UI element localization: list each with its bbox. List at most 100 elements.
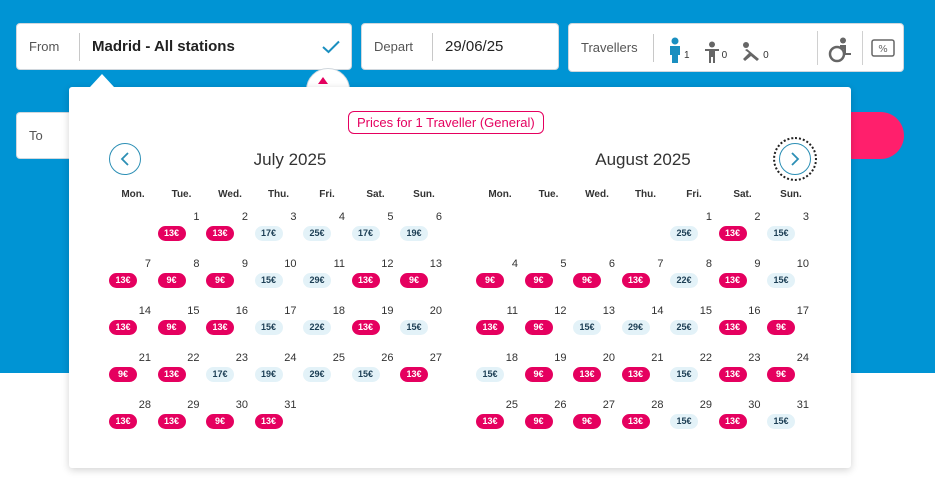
adult-count: 1 xyxy=(684,49,690,61)
calendar-day[interactable]: 7 13€ xyxy=(621,258,670,298)
child-count: 0 xyxy=(721,49,728,61)
previous-month-button[interactable] xyxy=(109,143,141,175)
calendar-day[interactable]: 21 13€ xyxy=(621,352,670,392)
calendar-day[interactable]: 5 17€ xyxy=(351,211,400,251)
calendar-day[interactable]: 16 13€ xyxy=(206,305,254,345)
calendar-day[interactable]: 9 9€ xyxy=(206,258,254,298)
calendar-day[interactable]: 24 19€ xyxy=(254,352,303,392)
calendar-day[interactable]: 20 13€ xyxy=(573,352,621,392)
from-label: From xyxy=(29,39,60,54)
day-number: 30 xyxy=(235,399,248,411)
calendar-day[interactable]: 2 13€ xyxy=(718,211,767,251)
calendar-day[interactable]: 30 9€ xyxy=(206,399,254,439)
calendar-day[interactable]: 25 29€ xyxy=(303,352,351,392)
calendar-day[interactable]: 6 19€ xyxy=(400,211,448,251)
calendar-day[interactable]: 15 9€ xyxy=(157,305,206,345)
day-number: 3 xyxy=(802,211,809,223)
discount-card-button[interactable]: % xyxy=(870,33,895,63)
travellers-field[interactable]: Travellers 1 0 0 % xyxy=(568,23,904,72)
calendar-day[interactable]: 26 9€ xyxy=(524,399,573,439)
day-number: 15 xyxy=(187,305,200,317)
calendar-day[interactable]: 27 9€ xyxy=(573,399,621,439)
calendar-day[interactable]: 3 15€ xyxy=(767,211,815,251)
calendar-day[interactable]: 1 25€ xyxy=(670,211,718,251)
calendar-day[interactable]: 30 13€ xyxy=(718,399,767,439)
calendar-day[interactable]: 18 15€ xyxy=(476,352,524,392)
calendar-day[interactable]: 25 13€ xyxy=(476,399,524,439)
day-number: 7 xyxy=(657,258,664,270)
day-price-badge: 9€ xyxy=(767,320,795,335)
weekday-header: Fri. xyxy=(686,189,702,200)
calendar-day[interactable]: 9 13€ xyxy=(718,258,767,298)
calendar-day[interactable]: 22 15€ xyxy=(670,352,718,392)
calendar-day[interactable]: 17 9€ xyxy=(767,305,815,345)
calendar-day[interactable]: 15 25€ xyxy=(670,305,718,345)
calendar-day[interactable]: 21 9€ xyxy=(109,352,157,392)
day-price-badge: 9€ xyxy=(400,273,428,288)
day-number: 16 xyxy=(235,305,248,317)
day-price-badge: 13€ xyxy=(476,414,504,429)
calendar-day[interactable]: 8 22€ xyxy=(670,258,718,298)
day-number: 10 xyxy=(796,258,809,270)
calendar-day[interactable]: 31 13€ xyxy=(254,399,303,439)
calendar-day[interactable]: 5 9€ xyxy=(524,258,573,298)
calendar-day[interactable]: 10 15€ xyxy=(767,258,815,298)
day-price-badge: 22€ xyxy=(303,320,331,335)
calendar-day[interactable]: 18 22€ xyxy=(303,305,351,345)
calendar-day[interactable]: 4 25€ xyxy=(303,211,351,251)
day-number: 20 xyxy=(429,305,442,317)
calendar-day[interactable]: 2 13€ xyxy=(206,211,254,251)
day-price-badge: 9€ xyxy=(476,273,504,288)
calendar-day[interactable]: 19 13€ xyxy=(351,305,400,345)
calendar-day[interactable]: 14 29€ xyxy=(621,305,670,345)
from-input[interactable]: Madrid - All stations xyxy=(92,38,235,55)
calendar-day[interactable]: 23 17€ xyxy=(206,352,254,392)
day-number: 24 xyxy=(284,352,297,364)
depart-field[interactable]: Depart 29/06/25 xyxy=(361,23,559,70)
child-traveller[interactable]: 0 xyxy=(704,33,728,63)
calendar-day[interactable]: 13 15€ xyxy=(573,305,621,345)
calendar-day[interactable]: 8 9€ xyxy=(157,258,206,298)
day-price-badge: 13€ xyxy=(718,226,747,241)
calendar-day[interactable]: 6 9€ xyxy=(573,258,621,298)
calendar-day[interactable]: 29 13€ xyxy=(157,399,206,439)
day-price-badge: 13€ xyxy=(476,320,504,335)
weekday-header: Fri. xyxy=(319,189,335,200)
calendar-day[interactable]: 19 9€ xyxy=(524,352,573,392)
day-price-badge: 19€ xyxy=(254,367,283,382)
depart-date-input[interactable]: 29/06/25 xyxy=(445,38,504,55)
calendar-day[interactable]: 24 9€ xyxy=(767,352,815,392)
calendar-day[interactable]: 28 13€ xyxy=(109,399,157,439)
calendar-day[interactable]: 23 13€ xyxy=(718,352,767,392)
reduced-mobility-button[interactable] xyxy=(828,33,854,63)
calendar-day[interactable]: 16 13€ xyxy=(718,305,767,345)
calendar-day[interactable]: 31 15€ xyxy=(767,399,815,439)
calendar-day[interactable]: 11 29€ xyxy=(303,258,351,298)
day-price-badge: 13€ xyxy=(109,320,137,335)
calendar-day[interactable]: 26 15€ xyxy=(351,352,400,392)
calendar-day[interactable]: 20 15€ xyxy=(400,305,448,345)
calendar-day[interactable]: 3 17€ xyxy=(254,211,303,251)
calendar-day[interactable]: 12 13€ xyxy=(351,258,400,298)
calendar-day[interactable]: 17 15€ xyxy=(254,305,303,345)
adult-traveller[interactable]: 1 xyxy=(668,33,690,63)
to-label: To xyxy=(29,128,43,143)
calendar-day[interactable]: 12 9€ xyxy=(524,305,573,345)
calendar-day[interactable]: 11 13€ xyxy=(476,305,524,345)
infant-traveller[interactable]: 0 xyxy=(741,33,769,63)
day-price-badge: 13€ xyxy=(621,414,650,429)
calendar-day[interactable]: 29 15€ xyxy=(670,399,718,439)
calendar-day[interactable]: 22 13€ xyxy=(157,352,206,392)
from-field[interactable]: From Madrid - All stations xyxy=(16,23,352,70)
calendar-day[interactable]: 28 13€ xyxy=(621,399,670,439)
calendar-day[interactable]: 14 13€ xyxy=(109,305,157,345)
calendar-day[interactable]: 10 15€ xyxy=(254,258,303,298)
calendar-day[interactable]: 13 9€ xyxy=(400,258,448,298)
calendar-day[interactable]: 1 13€ xyxy=(157,211,206,251)
calendar-day[interactable]: 27 13€ xyxy=(400,352,448,392)
calendar-day[interactable]: 4 9€ xyxy=(476,258,524,298)
next-month-button[interactable] xyxy=(779,143,811,175)
day-price-badge: 13€ xyxy=(718,320,747,335)
calendar-day[interactable]: 7 13€ xyxy=(109,258,157,298)
day-price-badge: 13€ xyxy=(621,367,650,382)
